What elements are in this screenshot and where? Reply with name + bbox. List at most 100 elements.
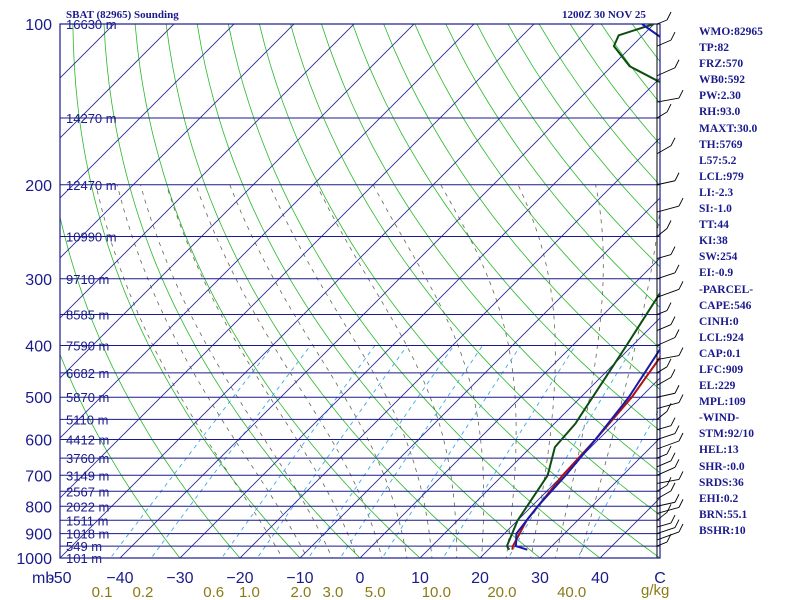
pressure-tick-label: 200: [25, 178, 52, 195]
wind-barb: [656, 228, 668, 237]
dry-adiabat: [134, 24, 421, 558]
height-label: 6682 m: [66, 366, 109, 381]
wind-barb-flag: [670, 452, 676, 462]
moist-adiabat: [554, 184, 604, 558]
wind-barb-flag: [666, 11, 672, 21]
wind-barb: [656, 453, 668, 459]
temperature-tick-label: 20: [471, 570, 489, 587]
isotherm: [119, 24, 655, 558]
mixing-ratio-label: 20.0: [487, 584, 516, 600]
moist-adiabat: [517, 184, 556, 558]
wind-barb: [656, 254, 672, 260]
wind-barb-flag: [670, 316, 676, 325]
height-label: 2567 m: [66, 484, 109, 499]
isobars: [59, 23, 661, 559]
index-line: CAP:0.1: [699, 347, 741, 360]
height-label: 12470 m: [66, 178, 117, 193]
isotherm: [60, 24, 415, 379]
station-title: SBAT (82965) Sounding: [66, 9, 179, 21]
index-line: -PARCEL-: [699, 283, 754, 296]
dry-adiabat: [767, 0, 800, 569]
wind-barb: [656, 466, 676, 476]
wind-barb: [656, 440, 680, 450]
index-line: -WIND-: [699, 412, 740, 425]
index-line: WB0:592: [699, 74, 745, 87]
temperature-tick-label: −20: [226, 570, 253, 587]
wind-barb-flag: [674, 59, 680, 68]
index-line: STM:92/10: [699, 428, 754, 441]
moist-adiabat: [116, 184, 308, 558]
wind-barb: [656, 145, 672, 155]
isotherm: [60, 24, 595, 558]
wind-barb: [656, 527, 676, 534]
mixing-ratio-line: [307, 345, 455, 558]
sounding-series: [505, 24, 660, 551]
index-line: LFC:909: [699, 363, 744, 376]
wind-barb: [656, 460, 672, 468]
series-dewpoint: [505, 24, 660, 551]
height-label: 7590 m: [66, 339, 109, 354]
wind-barb: [656, 205, 680, 213]
index-line: LCL:924: [699, 331, 744, 344]
pressure-tick-label: 400: [25, 339, 52, 356]
wind-barb-flag: [678, 347, 684, 356]
index-line: MPL:109: [699, 396, 746, 409]
index-line: BSHR:10: [699, 524, 746, 537]
series-parcel: [514, 24, 660, 551]
moist-adiabat: [269, 184, 433, 558]
height-label: 1018 m: [66, 527, 109, 542]
mixing-ratio-label: 3.0: [322, 584, 343, 600]
mixing-ratio-line: [109, 345, 274, 558]
wind-barb: [656, 19, 668, 25]
mixing-ratio-line: [221, 345, 376, 558]
pressure-tick-label: 100: [25, 17, 52, 34]
wind-barb-flag: [666, 302, 672, 311]
pressure-tick-label: 800: [25, 499, 52, 516]
wind-barb-flag: [674, 519, 680, 528]
index-line: BRN:55.1: [699, 508, 748, 521]
plot-frame: [59, 23, 661, 559]
height-label: 10990 m: [66, 229, 117, 244]
index-line: EHI:0.2: [699, 492, 739, 505]
wind-barb-flag: [678, 432, 684, 442]
wind-barb-flag: [666, 220, 672, 229]
pressure-unit-label: mb: [32, 570, 54, 587]
wind-barb-flag: [666, 477, 672, 486]
mixing-ratio-label: 0.2: [132, 584, 153, 600]
isotherm: [179, 77, 660, 558]
wind-barb-flag: [678, 471, 684, 480]
wind-barb: [656, 288, 680, 298]
wind-barb-flag: [666, 504, 672, 513]
temperature-tick-label: C: [654, 570, 666, 587]
wind-barb-flag: [674, 385, 680, 394]
wind-barb-flag: [666, 445, 672, 455]
wind-barb: [656, 337, 676, 346]
wind-barb-flag: [678, 394, 684, 403]
index-line: TH:5769: [699, 138, 743, 151]
isotherm: [299, 197, 660, 558]
index-line: L57:5.2: [699, 154, 737, 167]
isotherm: [239, 137, 660, 558]
temperature-tick-label: 10: [411, 570, 429, 587]
isotherm: [60, 24, 355, 319]
mixing-ratio-line: [150, 345, 311, 558]
dry-adiabat: [60, 353, 181, 558]
wind-barb: [656, 111, 668, 119]
isotherms: [60, 24, 660, 558]
index-line: LI:-2.3: [699, 186, 734, 199]
temperature-tick-label: -50: [48, 570, 71, 587]
wind-barb-flag: [678, 523, 684, 533]
mixing-ratio-line: [256, 345, 408, 558]
wind-barb: [656, 484, 668, 492]
wind-barb-flag: [670, 417, 676, 426]
height-label: 16630 m: [66, 17, 117, 32]
isotherm: [60, 24, 175, 139]
height-label: 14270 m: [66, 111, 117, 126]
wind-barb: [656, 490, 672, 500]
height-label: 2022 m: [66, 499, 109, 514]
moist-adiabat: [140, 184, 333, 558]
wind-barb: [656, 67, 676, 77]
wind-barb-flag: [678, 89, 684, 99]
